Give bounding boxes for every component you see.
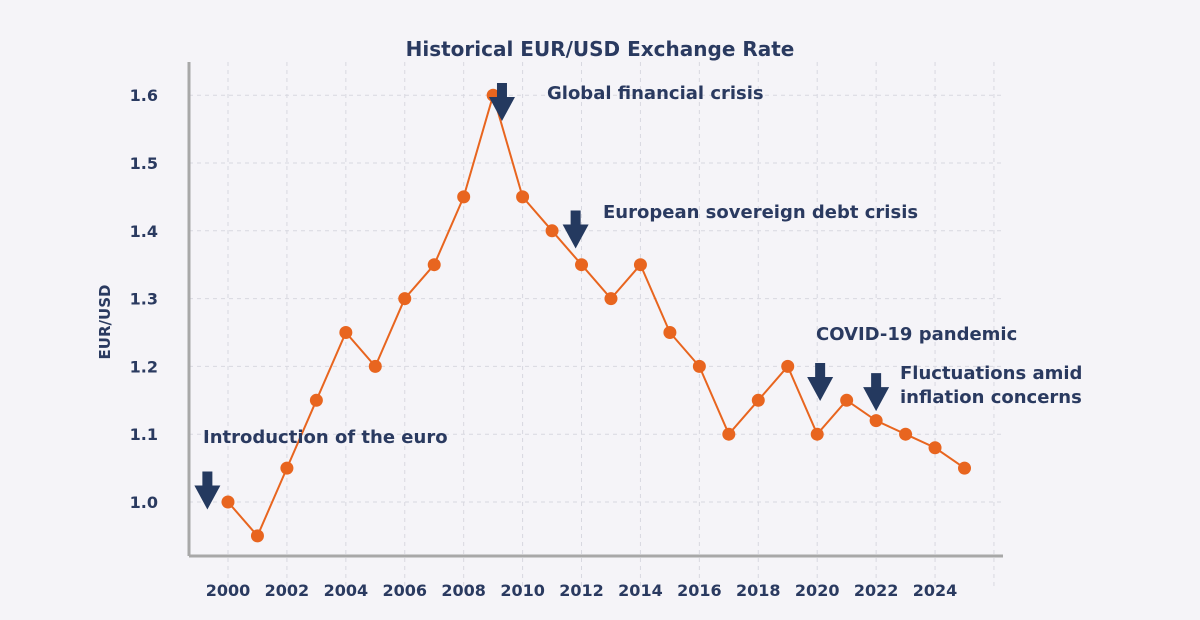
data-point-2016	[692, 359, 706, 373]
data-point-2017	[722, 427, 736, 441]
data-point-2005	[368, 359, 382, 373]
x-tick-label: 2016	[677, 581, 722, 600]
chart-title: Historical EUR/USD Exchange Rate	[406, 37, 795, 61]
x-tick-label: 2012	[559, 581, 604, 600]
data-point-2022	[869, 414, 883, 428]
annotation-label: Global financial crisis	[547, 83, 764, 104]
data-point-2019	[781, 359, 795, 373]
x-tick-label: 2014	[618, 581, 663, 600]
data-point-2018	[751, 393, 765, 407]
data-point-2013	[604, 292, 618, 306]
annotation-label: Introduction of the euro	[203, 427, 448, 448]
data-point-2015	[663, 326, 677, 339]
series-line	[227, 91, 966, 538]
y-tick-label: 1.6	[130, 86, 158, 105]
data-point-2010	[516, 190, 530, 204]
x-tick-label: 2010	[500, 581, 545, 600]
down-arrow-icon	[488, 82, 515, 121]
data-point-2020	[810, 427, 824, 441]
annotation-label: COVID-19 pandemic	[816, 324, 1017, 345]
annotation-label: Fluctuations amid	[900, 363, 1082, 384]
x-tick-label: 2020	[795, 581, 840, 600]
down-arrow-icon	[562, 210, 589, 249]
annotation-label: inflation concerns	[900, 387, 1082, 408]
data-point-2006	[398, 292, 412, 306]
x-tick-label: 2002	[265, 581, 310, 600]
down-arrow-icon	[863, 373, 890, 412]
data-point-2011	[545, 224, 559, 238]
data-point-2021	[840, 393, 854, 407]
y-tick-label: 1.0	[130, 493, 158, 512]
y-tick-label: 1.1	[130, 425, 158, 444]
down-arrow-icon	[194, 471, 221, 510]
data-point-2014	[633, 258, 647, 272]
y-axis-label: EUR/USD	[96, 285, 114, 360]
y-tick-label: 1.5	[130, 154, 158, 173]
x-tick-label: 2006	[382, 581, 427, 600]
data-point-2025	[958, 461, 971, 475]
x-tick-label: 2008	[441, 581, 486, 600]
down-arrow-icon	[807, 363, 834, 402]
x-tick-label: 2000	[206, 581, 251, 600]
data-point-2007	[427, 258, 441, 272]
y-tick-label: 1.4	[130, 222, 158, 241]
x-tick-label: 2018	[736, 581, 781, 600]
data-point-2024	[928, 441, 942, 455]
data-point-2008	[457, 190, 471, 204]
data-point-2003	[309, 393, 323, 407]
x-tick-label: 2022	[854, 581, 899, 600]
data-point-2001	[250, 529, 264, 543]
x-tick-label: 2024	[913, 581, 958, 600]
y-tick-label: 1.3	[130, 290, 158, 309]
data-point-2023	[899, 427, 913, 441]
annotation-label: European sovereign debt crisis	[603, 202, 918, 223]
x-tick-label: 2004	[324, 581, 369, 600]
data-point-2012	[575, 258, 589, 272]
data-point-2000	[221, 495, 235, 509]
data-point-2002	[280, 461, 294, 475]
data-point-2004	[339, 326, 353, 339]
y-tick-label: 1.2	[130, 357, 158, 376]
